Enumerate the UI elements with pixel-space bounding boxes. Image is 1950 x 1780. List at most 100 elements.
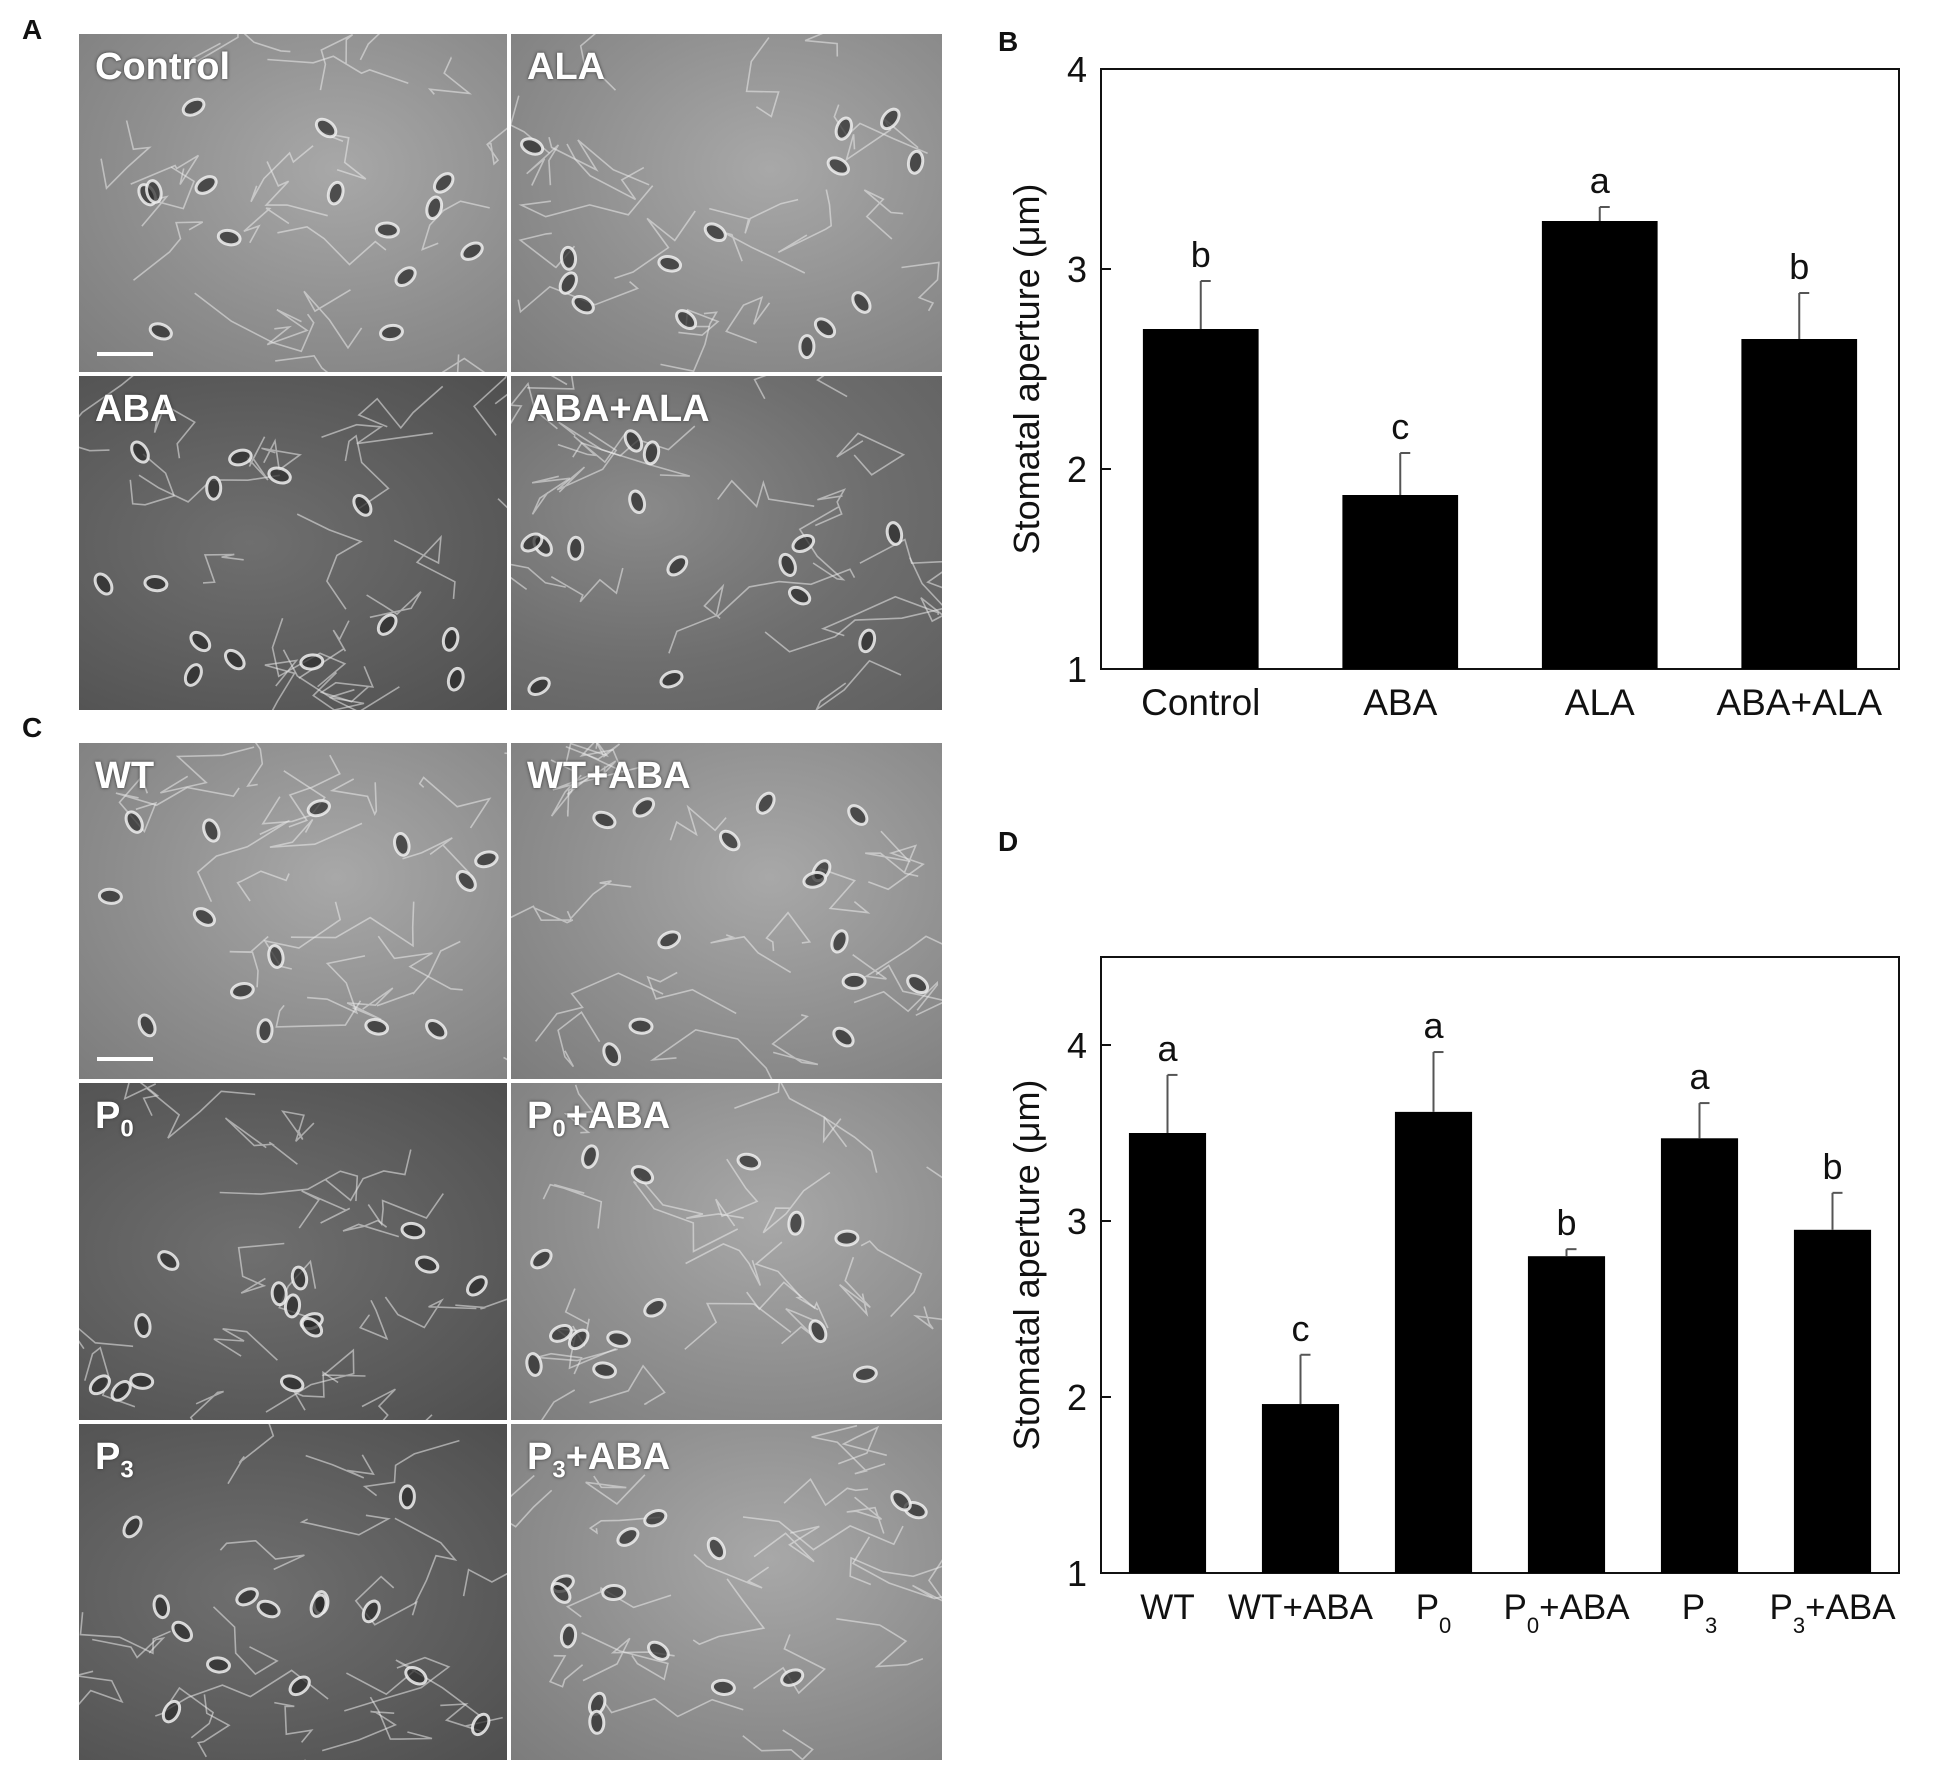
cell-wall-line <box>462 1568 507 1597</box>
micrograph-texture <box>511 376 942 710</box>
cell-wall-line <box>305 1454 375 1479</box>
bar <box>1142 329 1259 669</box>
cell-wall-line <box>246 743 264 787</box>
cell-wall-line <box>346 1659 482 1718</box>
cell-wall-line <box>754 1241 819 1311</box>
stomata-marker <box>567 1328 590 1351</box>
cell-wall-line <box>236 870 290 902</box>
cell-wall-line <box>511 1474 553 1528</box>
stomata-marker <box>306 799 331 818</box>
cell-wall-line <box>155 1686 215 1739</box>
cell-wall-line <box>865 830 919 877</box>
cell-wall-line <box>563 1084 595 1134</box>
stomata-marker <box>832 1026 855 1048</box>
stomata-marker <box>280 1374 305 1393</box>
stomata-marker <box>283 1293 302 1319</box>
cell-wall-line <box>366 591 422 619</box>
stomata-marker <box>314 117 338 139</box>
cell-wall-line <box>820 595 940 637</box>
stomata-marker <box>183 663 203 687</box>
stomata-marker <box>256 1018 274 1044</box>
cell-wall-line <box>298 1190 351 1229</box>
stomata-marker <box>404 1665 428 1686</box>
stomata-marker <box>202 818 221 843</box>
stomata-marker <box>616 1527 640 1547</box>
micrograph-texture <box>79 1424 507 1760</box>
cell-wall-line <box>418 776 492 829</box>
cell-wall-line <box>710 934 792 974</box>
micrograph-label: WT+ABA <box>527 755 691 797</box>
significance-letter: a <box>1590 160 1611 201</box>
cell-wall-line <box>486 127 507 166</box>
cell-wall-line <box>321 1710 398 1752</box>
stomata-marker <box>549 1323 573 1343</box>
panel-letter-d: D <box>998 826 1019 857</box>
stomata-marker <box>834 1229 860 1247</box>
cell-wall-line <box>79 1612 171 1655</box>
cell-wall-line <box>274 1701 314 1743</box>
cell-wall-line <box>329 778 378 816</box>
cell-wall-line <box>579 34 617 91</box>
cell-wall-line <box>79 1327 134 1350</box>
x-tick-label: ABA <box>1363 682 1437 723</box>
stomata-marker <box>394 266 417 287</box>
cell-wall-line <box>394 1517 458 1604</box>
cell-wall-line <box>303 289 363 350</box>
significance-letter: b <box>1191 234 1211 275</box>
stomata-marker <box>623 429 644 453</box>
cell-wall-line <box>263 901 342 970</box>
y-axis-label: Stomatal aperture (μm) <box>1006 184 1047 555</box>
stomata-marker <box>906 149 925 175</box>
cell-wall-line <box>271 617 347 688</box>
cell-wall-line <box>292 1370 339 1411</box>
cell-wall-line <box>542 1183 603 1229</box>
cell-wall-line <box>115 786 240 807</box>
micrograph-label: Control <box>95 46 231 88</box>
stomata-marker <box>558 271 578 295</box>
cell-wall-line <box>753 1525 820 1563</box>
stomata-marker <box>235 1587 259 1607</box>
cell-wall-line <box>344 1656 451 1712</box>
cell-wall-line <box>79 1670 124 1706</box>
cell-wall-line <box>822 1115 878 1173</box>
cell-wall-line <box>427 56 473 95</box>
cell-wall-line <box>849 1556 942 1586</box>
cell-wall-line <box>138 474 280 503</box>
cell-wall-line <box>815 659 902 710</box>
micrograph-label: P3+ABA <box>527 1436 671 1484</box>
micrograph-control: Control <box>79 34 507 372</box>
cell-wall-line <box>753 376 767 400</box>
cell-wall-line <box>518 185 654 218</box>
micrograph-texture <box>525 1083 942 1420</box>
cell-wall-line <box>734 1083 848 1148</box>
stomata-marker <box>326 180 345 206</box>
cell-wall-line <box>227 1424 275 1485</box>
stomata-marker <box>466 1275 488 1297</box>
cell-wall-line <box>669 804 727 841</box>
stomata-marker <box>630 1165 655 1185</box>
cell-wall-line <box>692 1578 766 1646</box>
stomata-marker <box>471 1712 491 1737</box>
stomata-marker <box>267 466 292 485</box>
cell-wall-line <box>771 1014 819 1066</box>
cell-wall-line <box>277 225 387 266</box>
cell-wall-line <box>556 431 618 493</box>
cell-wall-line <box>649 1028 773 1079</box>
stomata-marker <box>890 1490 912 1512</box>
cell-wall-line <box>540 1389 576 1420</box>
cell-wall-line <box>816 376 848 398</box>
stomata-marker <box>880 107 901 131</box>
cell-wall-line <box>325 1149 412 1202</box>
stomata-marker <box>267 944 285 969</box>
stomata-marker <box>134 1313 152 1339</box>
cell-wall-line <box>901 261 940 312</box>
bar <box>1541 221 1658 669</box>
cell-wall-line <box>344 434 390 510</box>
cell-wall-line <box>319 665 375 703</box>
stomata-marker <box>841 972 867 990</box>
cell-wall-line <box>264 161 328 217</box>
stomata-marker <box>830 929 849 954</box>
bar <box>1342 495 1459 669</box>
cell-wall-line <box>92 1636 166 1659</box>
